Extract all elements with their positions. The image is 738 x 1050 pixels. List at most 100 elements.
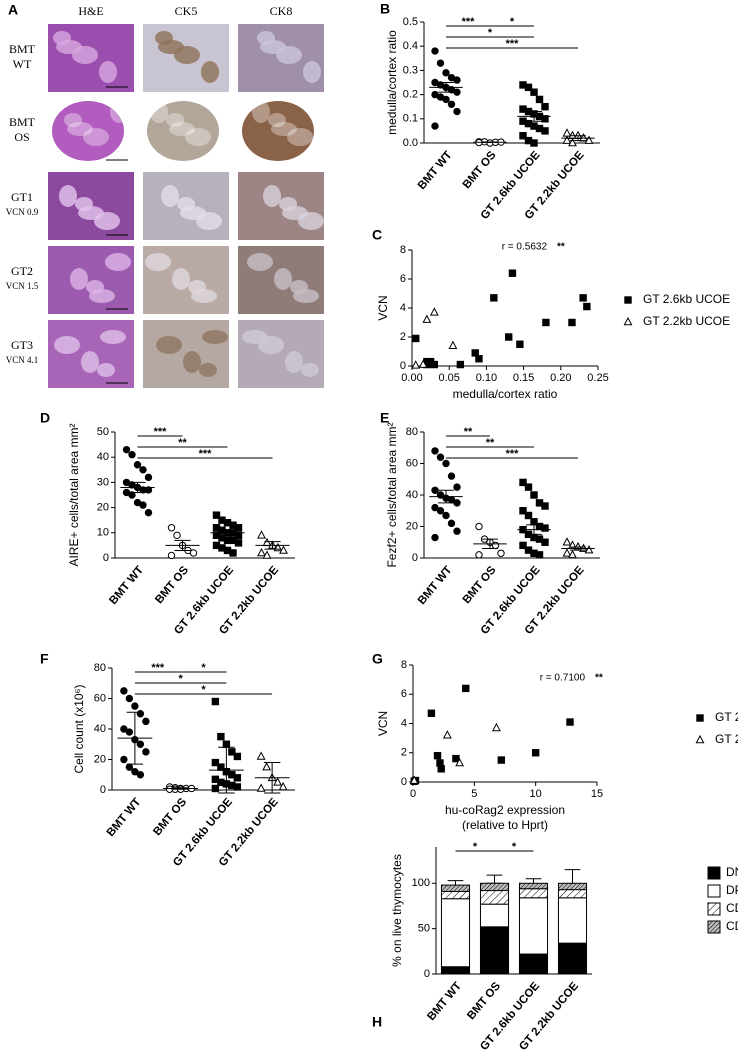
medulla xyxy=(274,268,292,290)
medulla xyxy=(247,253,273,271)
error-bar xyxy=(482,538,498,550)
data-point xyxy=(541,502,549,510)
data-point xyxy=(128,491,136,499)
data-point xyxy=(234,524,243,532)
data-point xyxy=(562,128,572,137)
medulla xyxy=(54,336,80,354)
y-tick-label: 0.0 xyxy=(403,137,418,149)
data-point xyxy=(624,296,632,304)
data-point xyxy=(217,732,225,741)
data-point xyxy=(427,709,436,717)
data-point xyxy=(541,103,549,111)
data-point xyxy=(456,360,465,369)
data-point xyxy=(448,340,458,349)
data-point xyxy=(433,751,442,760)
data-point xyxy=(422,314,432,323)
data-point xyxy=(475,522,483,531)
data-point xyxy=(519,132,527,140)
data-point xyxy=(562,537,572,546)
significance-label: * xyxy=(512,841,517,853)
y-tick-label: 30 xyxy=(97,476,109,488)
data-point xyxy=(234,539,243,547)
data-point xyxy=(475,551,483,559)
bar-segment xyxy=(440,898,471,968)
legend-label: GT 2.6kb UCOE xyxy=(643,292,730,306)
error-bar xyxy=(570,546,586,551)
data-point xyxy=(211,758,220,767)
y-tick-label: 20 xyxy=(94,753,106,765)
significance-label: *** xyxy=(506,38,520,50)
error-bar xyxy=(263,762,281,794)
annotation: r = 0.7100 xyxy=(540,673,586,684)
legend-label: CD4 xyxy=(726,901,738,915)
bar-segment xyxy=(479,903,510,928)
row-label: GT2 xyxy=(11,264,33,278)
medulla xyxy=(145,253,171,271)
legend-label: DN xyxy=(726,865,738,879)
data-point xyxy=(530,139,538,147)
row-label: VCN 4.1 xyxy=(6,355,39,365)
y-tick-label: 60 xyxy=(406,457,418,469)
y-tick-label: 4 xyxy=(401,717,407,729)
legend-label: GT 2.2kb UCOE xyxy=(715,732,738,746)
column-header: H&E xyxy=(78,4,103,18)
data-point xyxy=(222,740,231,748)
tissue xyxy=(52,101,124,161)
data-point xyxy=(262,762,272,771)
data-point xyxy=(120,725,128,733)
data-point xyxy=(233,774,242,782)
bar-segment xyxy=(557,889,588,899)
data-point xyxy=(453,88,461,96)
y-tick-label: 50 xyxy=(418,923,430,935)
bar-segment xyxy=(479,882,510,892)
legend-swatch xyxy=(707,884,721,898)
row-label: WT xyxy=(13,57,32,71)
data-point xyxy=(462,684,470,693)
data-point xyxy=(453,107,461,116)
data-point xyxy=(257,530,266,539)
data-point xyxy=(541,115,549,123)
y-tick-label: 60 xyxy=(94,692,106,704)
medulla xyxy=(70,268,88,290)
data-point xyxy=(256,751,266,760)
data-point xyxy=(120,687,128,695)
data-point xyxy=(167,551,176,560)
error-bar xyxy=(486,874,503,884)
y-tick-label: 100 xyxy=(412,877,430,889)
y-tick-label: 0.4 xyxy=(403,40,418,52)
data-point xyxy=(542,318,550,327)
x-tick-label: BMT OS xyxy=(461,564,499,606)
data-point xyxy=(273,777,283,786)
data-point xyxy=(167,524,176,532)
significance-label: * xyxy=(201,662,206,674)
y-tick-label: 0.3 xyxy=(403,64,418,76)
error-bar xyxy=(172,787,189,790)
medulla xyxy=(97,363,115,377)
y-tick-label: 40 xyxy=(94,723,106,735)
y-tick-label: 0 xyxy=(401,776,407,788)
data-point xyxy=(562,548,572,557)
medulla xyxy=(110,101,128,123)
x-tick-label: BMT OS xyxy=(465,980,503,1022)
y-tick-label: 8 xyxy=(401,659,407,671)
medulla xyxy=(287,128,313,146)
medulla xyxy=(252,101,270,123)
annotation-significance: ** xyxy=(557,242,565,253)
data-point xyxy=(568,318,576,327)
significance-label: *** xyxy=(506,448,520,460)
medulla xyxy=(81,351,99,373)
data-point xyxy=(125,694,134,703)
x-axis-label: hu-coRag2 expression xyxy=(445,803,565,817)
y-axis-label: VCN xyxy=(376,711,390,736)
data-point xyxy=(279,545,288,554)
data-point xyxy=(447,472,456,480)
y-tick-label: 4 xyxy=(400,302,406,314)
data-point xyxy=(566,718,574,726)
medulla xyxy=(180,206,206,220)
medulla xyxy=(260,40,286,54)
medulla xyxy=(161,185,179,207)
data-point xyxy=(562,135,572,144)
medulla xyxy=(268,113,286,127)
data-point xyxy=(442,511,450,520)
